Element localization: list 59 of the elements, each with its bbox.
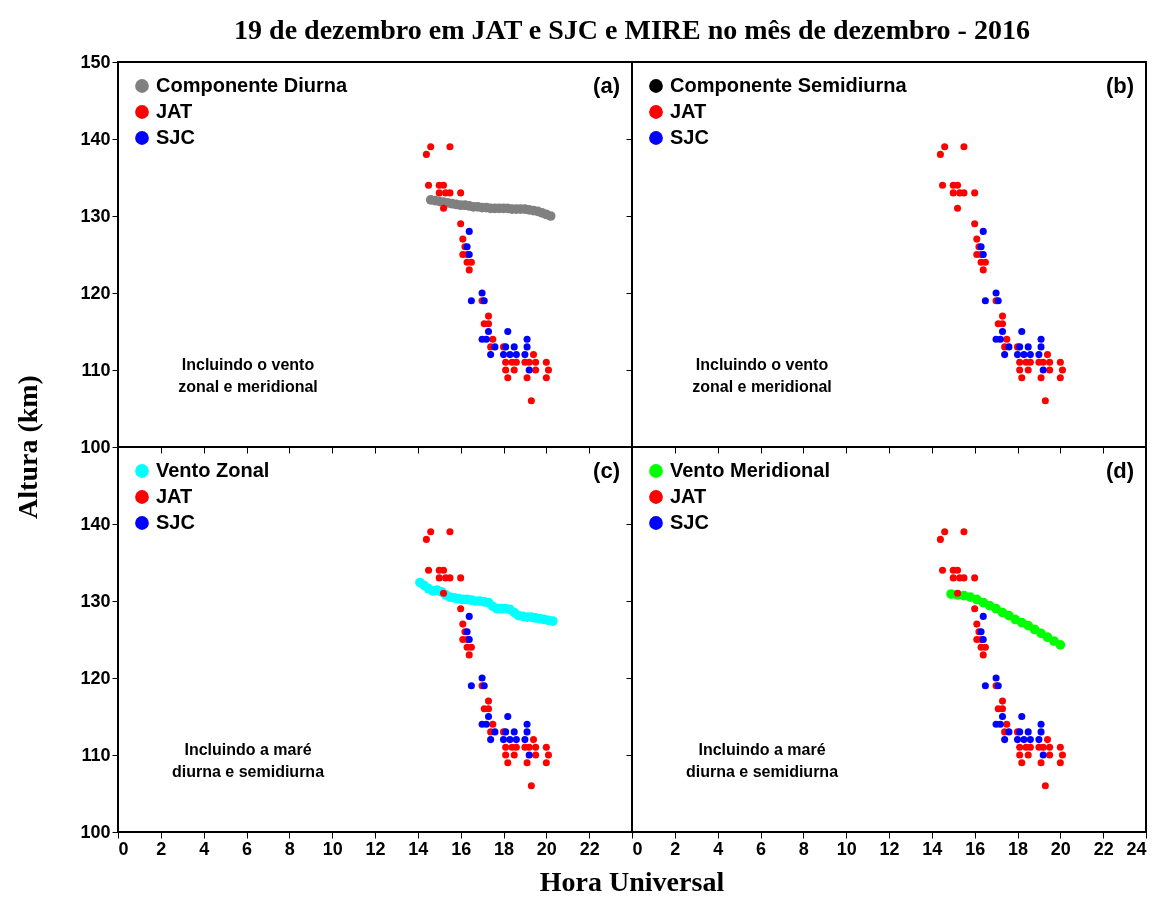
chart-title: 19 de dezembro em JAT e SJC e MIRE no mês de dezembro - 2016 [234, 14, 1030, 46]
y-tick-label: 150 [80, 51, 111, 72]
x-tick-label: 22 [579, 838, 600, 859]
x-tick-label: 16 [965, 838, 986, 859]
annotation: (a) [593, 73, 620, 98]
x-tick-label: 16 [451, 838, 472, 859]
y-tick-label: 140 [80, 128, 111, 149]
x-tick-label: 12 [879, 838, 900, 859]
x-tick-label: 20 [1050, 838, 1071, 859]
y-axis-title: Altura (km) [12, 375, 44, 519]
x-axis-title: Hora Universal [539, 866, 725, 898]
y-tick-label: 100 [80, 436, 111, 457]
legend-label: SJC [670, 126, 709, 148]
x-tick-label: 18 [493, 838, 515, 859]
x-tick-label: 10 [322, 838, 343, 859]
legend-label: SJC [156, 126, 195, 148]
x-tick-label: 14 [408, 838, 429, 859]
legend-label: JAT [156, 485, 193, 507]
x-tick-label: 14 [922, 838, 943, 859]
x-tick-label: 2 [670, 838, 681, 859]
x-tick-label: 8 [284, 838, 295, 859]
x-tick-label: 12 [365, 838, 386, 859]
x-tick-label: 0 [118, 838, 129, 859]
annotation: (b) [1105, 73, 1134, 98]
x-tick-label: 6 [241, 838, 253, 859]
legend-label: Componente Semidiurna [670, 74, 908, 96]
y-tick-label: 100 [80, 821, 111, 842]
legend-label: JAT [670, 100, 707, 122]
y-tick-label: 120 [80, 667, 111, 688]
x-tick-label: 10 [836, 838, 857, 859]
y-tick-label: 130 [80, 205, 111, 226]
y-tick-label: 110 [81, 744, 111, 765]
annotation: Incluindo o vento zonal e meridional [178, 356, 318, 395]
x-tick-label: 8 [798, 838, 809, 859]
annotation: Incluindo a maré diurna e semidiurna [171, 741, 325, 780]
y-tick-label: 120 [80, 282, 111, 303]
x-tick-label: 22 [1093, 838, 1114, 859]
x-tick-label: 0 [632, 838, 643, 859]
annotation: (d) [1105, 458, 1134, 483]
legend-label: SJC [670, 511, 709, 533]
annotation: Incluindo o vento zonal e meridional [692, 356, 832, 395]
annotation: Incluindo a maré diurna e semidiurna [685, 741, 839, 780]
legend-label: JAT [670, 485, 707, 507]
x-tick-label: 6 [755, 838, 767, 859]
x-tick-label: 24 [1126, 838, 1147, 859]
x-tick-label: 20 [536, 838, 557, 859]
y-tick-label: 110 [81, 359, 111, 380]
x-tick-label: 4 [199, 838, 210, 859]
legend-label: SJC [156, 511, 195, 533]
x-tick-label: 2 [156, 838, 167, 859]
legend-label: Componente Diurna [156, 74, 348, 96]
annotation: (c) [593, 458, 620, 483]
legend-label: Vento Meridional [670, 459, 831, 481]
legend-label: Vento Zonal [156, 459, 270, 481]
legend-label: JAT [156, 100, 193, 122]
x-tick-label: 4 [713, 838, 724, 859]
y-tick-label: 130 [80, 590, 111, 611]
y-tick-label: 140 [80, 513, 111, 534]
x-tick-label: 18 [1007, 838, 1029, 859]
